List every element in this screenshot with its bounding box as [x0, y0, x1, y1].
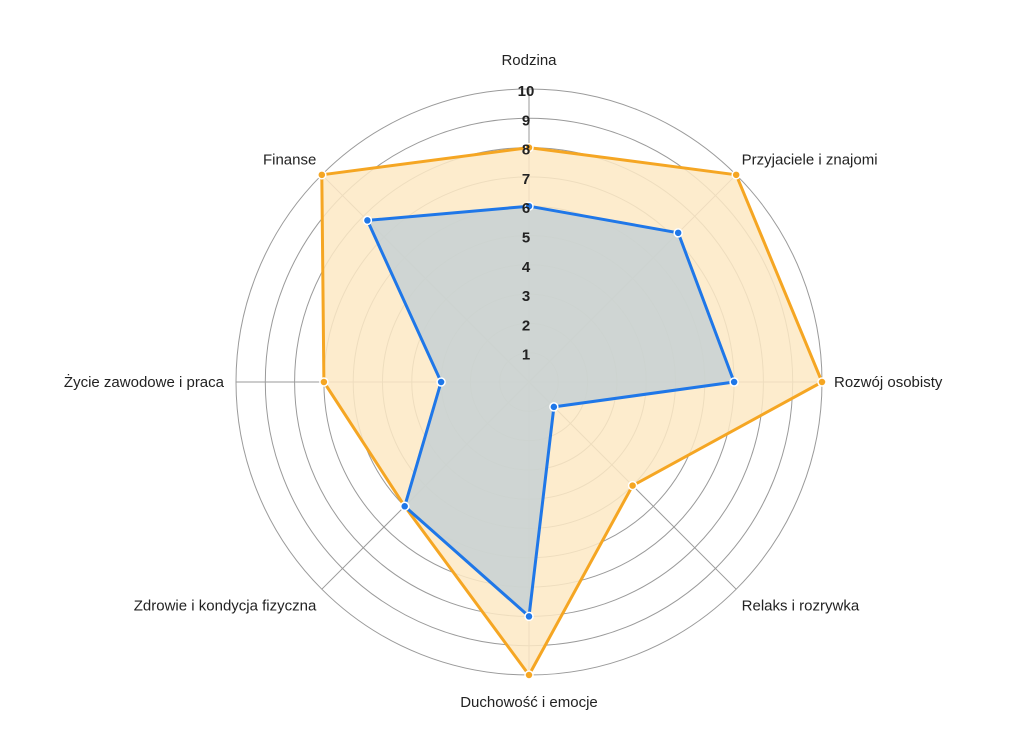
axis-label-4: Relaks i rozrywka	[742, 598, 860, 615]
axis-label-7: Życie zawodowe i praca	[64, 373, 225, 391]
series-2-point-2[interactable]	[673, 228, 683, 238]
series-1-point-1[interactable]	[524, 142, 534, 153]
axis-label-8: Finanse	[263, 151, 316, 168]
tick-label-9: 9	[522, 112, 530, 129]
tick-label-1: 1	[522, 347, 530, 364]
series-2-point-8[interactable]	[362, 215, 373, 226]
series-1-point-4[interactable]	[627, 480, 638, 491]
series-2-point-4[interactable]	[549, 402, 559, 412]
tick-label-7: 7	[522, 171, 530, 188]
axis-label-2: Przyjaciele i znajomi	[742, 151, 878, 168]
tick-label-10: 10	[518, 83, 535, 100]
tick-label-6: 6	[522, 200, 530, 217]
radar-tick-labels: 1 2 3 4 5 6 7 8 9 10	[518, 83, 535, 364]
series-1-point-3[interactable]	[817, 377, 827, 387]
tick-label-3: 3	[522, 288, 530, 305]
tick-label-2: 2	[522, 317, 530, 334]
series-2-point-3[interactable]	[729, 377, 739, 387]
series-1-point-5[interactable]	[524, 670, 534, 680]
tick-label-8: 8	[522, 142, 530, 159]
axis-label-3: Rozwój osobisty	[834, 374, 943, 391]
axis-label-6: Zdrowie i kondycja fizyczna	[134, 598, 317, 615]
series-2-point-6[interactable]	[399, 501, 410, 512]
series-2-point-5[interactable]	[524, 611, 534, 622]
tick-label-4: 4	[522, 259, 531, 276]
axis-label-5: Duchowość i emocje	[460, 694, 598, 711]
radar-axis-labels: Rodzina Przyjaciele i znajomi Rozwój osobi…	[64, 52, 943, 711]
series-2-point-1[interactable]	[524, 201, 534, 211]
series-1-point-8[interactable]	[317, 170, 327, 180]
series-2-point-7[interactable]	[436, 377, 446, 387]
series-1-point-7[interactable]	[319, 377, 329, 387]
series-1-point-2[interactable]	[731, 170, 741, 180]
tick-label-5: 5	[522, 230, 530, 247]
radar-series-layer	[317, 142, 827, 680]
axis-label-1: Rodzina	[501, 52, 557, 69]
